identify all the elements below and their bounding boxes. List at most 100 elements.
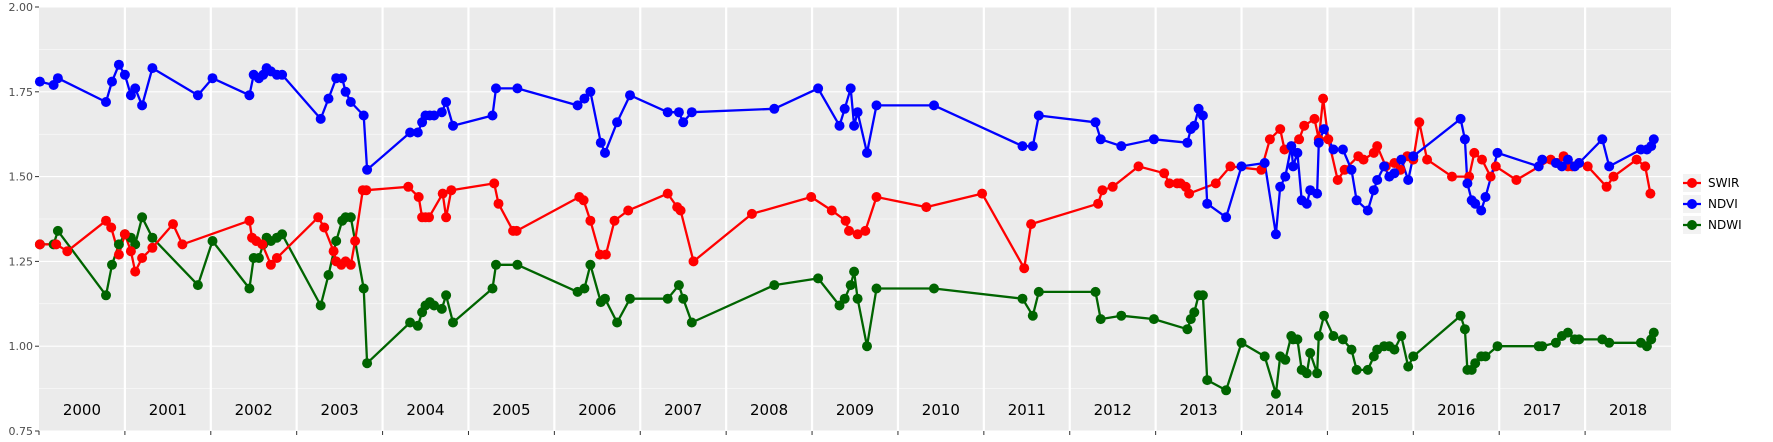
swir-point <box>1339 164 1350 175</box>
swir-point <box>62 246 73 257</box>
ndvi-point <box>362 164 373 175</box>
ndwi-point <box>1362 364 1373 375</box>
ndwi-point <box>253 253 264 263</box>
legend-key-point <box>1687 199 1697 209</box>
ndvi-point <box>1556 161 1567 172</box>
year-label: 2011 <box>1008 401 1046 419</box>
swir-point <box>446 185 457 196</box>
swir-point <box>493 198 504 209</box>
swir-point <box>1093 198 1104 209</box>
ndwi-point <box>1090 286 1101 297</box>
legend-key-point <box>1687 220 1697 230</box>
swir-point <box>1294 134 1305 145</box>
swir-point <box>578 195 589 206</box>
ndvi-point <box>662 107 673 118</box>
ndvi-point <box>1033 110 1044 121</box>
swir-point <box>609 215 620 226</box>
swir-point <box>1645 188 1656 199</box>
ndvi-point <box>1328 144 1339 155</box>
ndvi-point <box>34 76 45 87</box>
swir-point <box>977 188 988 199</box>
ndwi-point <box>1328 331 1339 341</box>
ndwi-point <box>277 229 288 240</box>
ndvi-point <box>1462 178 1473 189</box>
ndwi-point <box>1221 385 1232 396</box>
swir-point <box>1019 263 1030 274</box>
swir-point <box>271 253 282 263</box>
year-label: 2012 <box>1094 401 1132 419</box>
ndvi-point <box>686 107 697 118</box>
ndvi-point <box>1604 161 1615 172</box>
year-label: 2016 <box>1437 401 1475 419</box>
legend-key-point <box>1687 178 1697 188</box>
swir-point <box>1582 161 1593 172</box>
ndvi-point <box>107 76 117 87</box>
ndvi-line <box>39 63 1655 236</box>
swir-point <box>1372 141 1383 152</box>
ndvi-point <box>1270 229 1281 240</box>
swir-point <box>1026 219 1037 230</box>
ndvi-point <box>345 97 356 107</box>
swir-point <box>177 239 188 250</box>
ndvi-point <box>147 63 158 74</box>
ndvi-point <box>1470 198 1481 209</box>
ndvi-point <box>315 113 326 124</box>
swir-point <box>244 215 255 226</box>
ndvi-point <box>448 120 458 131</box>
ndwi-point <box>1292 334 1303 345</box>
ndwi-point <box>839 293 850 304</box>
ndwi-point <box>429 300 440 311</box>
year-label: 2017 <box>1523 401 1561 419</box>
swir-point <box>585 215 596 226</box>
swir-point <box>1309 113 1320 124</box>
ndwi-point <box>192 280 203 291</box>
ndvi-point <box>1280 171 1291 182</box>
ndwi-point <box>1027 310 1038 321</box>
ndvi-point <box>1259 158 1270 168</box>
ndwi-point <box>362 358 373 369</box>
swir-point <box>424 212 434 223</box>
ndvi-point <box>862 147 872 158</box>
swir-point <box>101 215 111 226</box>
swir-point <box>113 249 124 260</box>
ndwi-point <box>612 317 623 328</box>
legend-label-swir: SWIR <box>1708 176 1739 190</box>
ndvi-point <box>612 117 623 128</box>
ndwi-point <box>1537 341 1548 352</box>
swir-point <box>600 249 611 260</box>
swir-point <box>840 215 851 226</box>
swir-point <box>688 256 699 267</box>
swir-point <box>1447 171 1457 182</box>
ndwi-point <box>244 283 255 294</box>
ndvi-point <box>429 110 440 121</box>
swir-point <box>662 188 673 199</box>
ndwi-point <box>673 280 684 291</box>
ndvi-point <box>769 103 780 114</box>
ndwi-point <box>1351 364 1362 375</box>
swir-point <box>1640 161 1651 172</box>
year-label: 2008 <box>750 401 788 419</box>
ndvi-point <box>1362 205 1373 216</box>
ndvi-point <box>1197 110 1208 121</box>
swir-point <box>437 188 448 199</box>
ndvi-point <box>871 100 882 111</box>
y-tick-label: 0.75 <box>9 425 34 438</box>
swir-point <box>345 259 356 270</box>
year-label: 2009 <box>836 401 874 419</box>
swir-point <box>1097 185 1108 196</box>
swir-point <box>1422 154 1433 165</box>
ndwi-point <box>448 317 458 328</box>
ndwi-point <box>1403 361 1414 372</box>
swir-point <box>1225 161 1236 172</box>
ndvi-point <box>1319 124 1329 135</box>
ndvi-point <box>1346 164 1357 175</box>
ndwi-point <box>1197 290 1208 301</box>
year-label: 2014 <box>1265 401 1303 419</box>
ndwi-point <box>871 283 882 294</box>
swir-point <box>871 192 882 202</box>
year-label: 2018 <box>1609 401 1647 419</box>
ndwi-point <box>579 283 590 294</box>
ndvi-point <box>1116 141 1127 152</box>
legend: SWIR NDVI NDWI <box>1683 174 1742 234</box>
